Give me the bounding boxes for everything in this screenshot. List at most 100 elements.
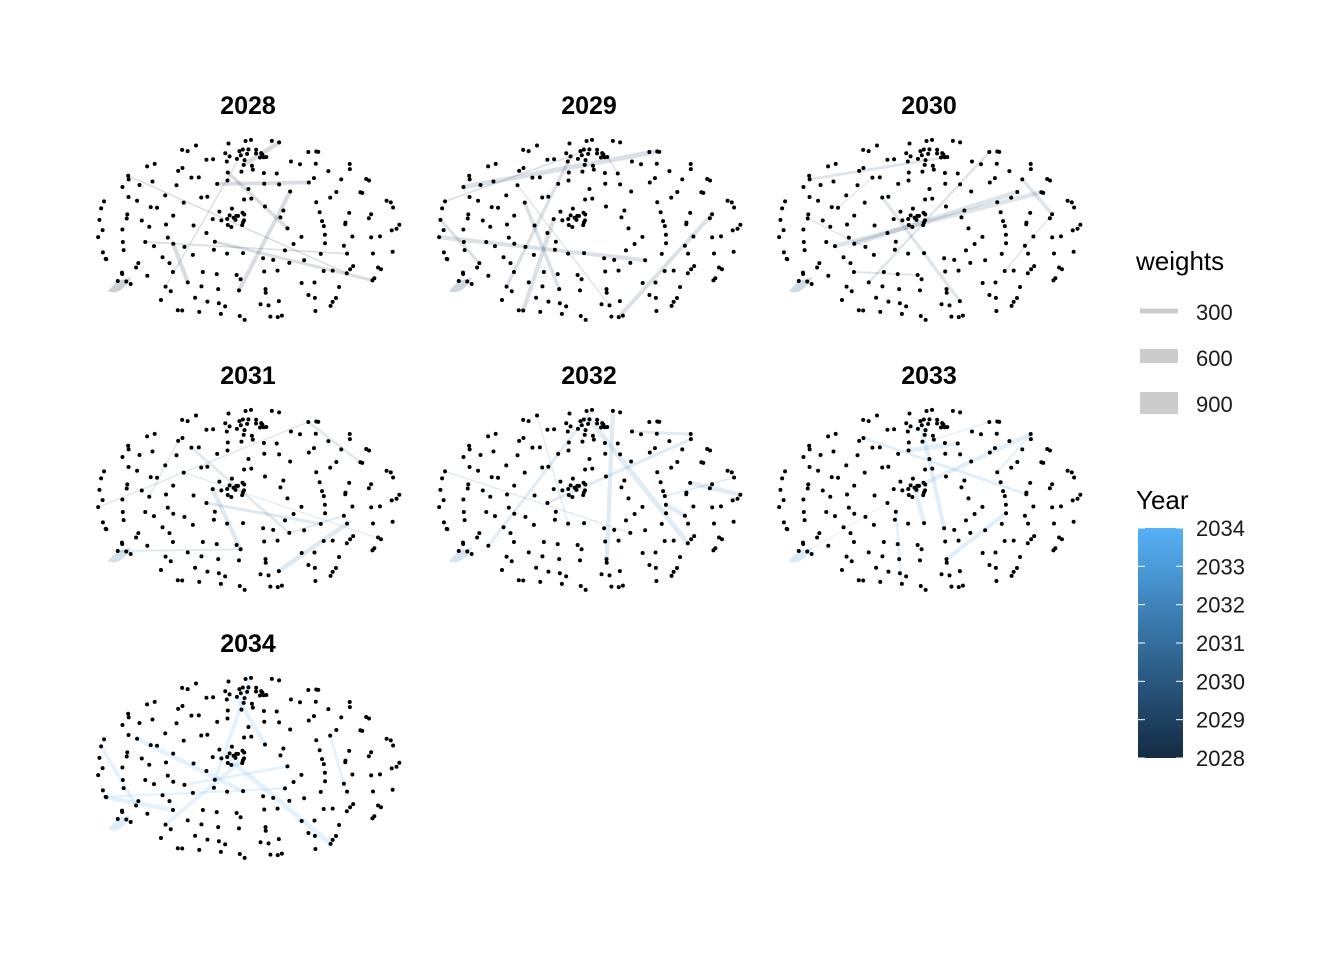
node bbox=[1009, 195, 1014, 200]
node bbox=[384, 198, 389, 203]
node bbox=[534, 565, 539, 570]
node bbox=[546, 299, 551, 304]
node bbox=[330, 299, 335, 304]
node bbox=[275, 806, 280, 811]
node bbox=[653, 295, 658, 300]
node bbox=[899, 581, 904, 586]
node bbox=[805, 279, 810, 284]
node bbox=[266, 303, 271, 308]
node bbox=[617, 569, 622, 574]
node bbox=[777, 505, 782, 510]
node bbox=[877, 175, 882, 180]
node bbox=[575, 156, 580, 161]
node bbox=[558, 479, 563, 484]
node bbox=[980, 234, 985, 239]
node bbox=[809, 552, 814, 557]
node bbox=[826, 543, 831, 548]
node bbox=[993, 565, 998, 570]
edge bbox=[212, 676, 253, 782]
node bbox=[276, 837, 281, 842]
node bbox=[618, 410, 623, 415]
node bbox=[921, 210, 926, 215]
node bbox=[334, 728, 339, 733]
node bbox=[583, 197, 588, 202]
node bbox=[126, 443, 131, 448]
node bbox=[609, 584, 614, 589]
node bbox=[615, 171, 620, 176]
node bbox=[844, 554, 849, 559]
node bbox=[605, 424, 610, 429]
nodes-2034 bbox=[96, 675, 402, 860]
node bbox=[486, 543, 491, 548]
node bbox=[151, 244, 156, 249]
node bbox=[566, 448, 571, 453]
node bbox=[1039, 460, 1044, 465]
node bbox=[467, 195, 472, 200]
node bbox=[249, 137, 254, 142]
node bbox=[647, 149, 652, 154]
node bbox=[735, 226, 740, 231]
node bbox=[957, 569, 962, 574]
node bbox=[139, 218, 144, 223]
node bbox=[962, 208, 967, 213]
edge bbox=[1003, 213, 1053, 272]
node bbox=[321, 539, 326, 544]
node bbox=[590, 137, 595, 142]
node bbox=[343, 490, 348, 495]
node bbox=[692, 264, 697, 269]
node bbox=[629, 189, 634, 194]
node bbox=[579, 547, 584, 552]
node bbox=[128, 282, 133, 287]
node bbox=[947, 303, 952, 308]
node bbox=[515, 183, 520, 188]
node bbox=[623, 248, 628, 253]
edge bbox=[996, 432, 1032, 474]
node bbox=[211, 247, 216, 252]
node bbox=[285, 496, 290, 501]
node bbox=[688, 210, 693, 215]
node bbox=[1058, 234, 1063, 239]
node bbox=[204, 427, 209, 432]
node bbox=[194, 681, 199, 686]
node bbox=[211, 695, 216, 700]
node bbox=[212, 509, 217, 514]
node bbox=[579, 277, 584, 282]
node bbox=[190, 522, 195, 527]
edge bbox=[806, 502, 888, 553]
edge bbox=[134, 736, 246, 794]
edge bbox=[944, 511, 1009, 562]
node bbox=[328, 733, 333, 738]
node bbox=[278, 215, 283, 220]
node bbox=[578, 419, 583, 424]
edge bbox=[288, 514, 345, 534]
node bbox=[302, 258, 307, 263]
node bbox=[918, 584, 923, 589]
node bbox=[484, 509, 489, 514]
node bbox=[629, 459, 634, 464]
node bbox=[238, 277, 243, 282]
node bbox=[893, 239, 898, 244]
node bbox=[199, 195, 204, 200]
node bbox=[908, 154, 913, 159]
node bbox=[983, 258, 988, 263]
node bbox=[185, 149, 190, 154]
node bbox=[856, 308, 861, 313]
node bbox=[556, 181, 561, 186]
node bbox=[994, 579, 999, 584]
node bbox=[923, 158, 928, 163]
node bbox=[806, 482, 811, 487]
node bbox=[234, 156, 239, 161]
node bbox=[343, 758, 348, 763]
node bbox=[489, 205, 494, 210]
node bbox=[311, 714, 316, 719]
node bbox=[204, 769, 209, 774]
node bbox=[521, 417, 526, 422]
node bbox=[956, 315, 961, 320]
node bbox=[828, 494, 833, 499]
node bbox=[817, 531, 822, 536]
node bbox=[175, 578, 180, 583]
node bbox=[493, 431, 498, 436]
node bbox=[566, 487, 571, 492]
node bbox=[664, 241, 669, 246]
node bbox=[583, 428, 588, 433]
